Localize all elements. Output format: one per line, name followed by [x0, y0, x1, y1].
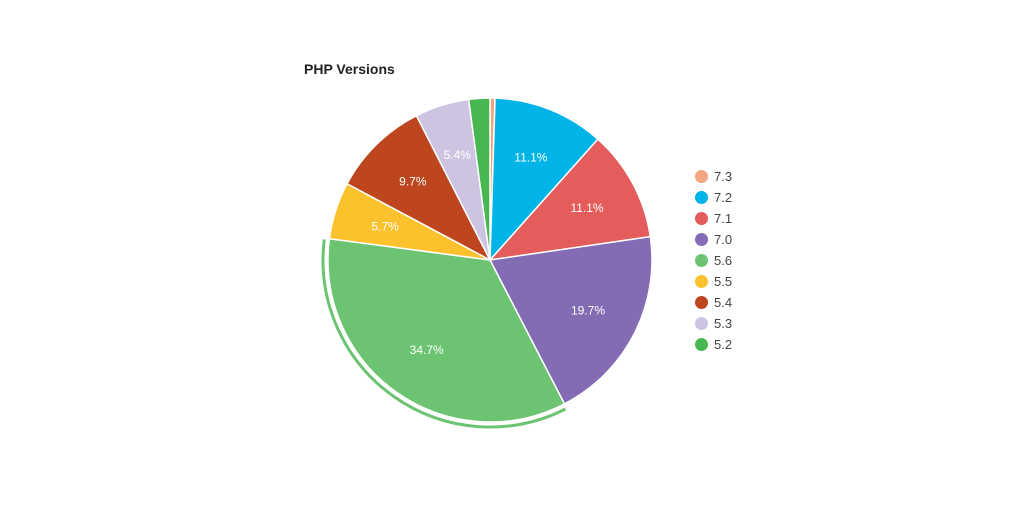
- slice-label: 34.7%: [410, 343, 444, 357]
- legend-dot-icon: [695, 338, 708, 351]
- slice-label: 11.1%: [570, 201, 603, 215]
- pie-slice-5-6[interactable]: [327, 237, 566, 423]
- legend-dot-icon: [695, 296, 708, 309]
- legend-item-5-4[interactable]: 5.4: [695, 292, 732, 313]
- legend-item-7-2[interactable]: 7.2: [695, 187, 732, 208]
- legend-item-5-2[interactable]: 5.2: [695, 334, 732, 355]
- legend-dot-icon: [695, 233, 708, 246]
- legend-dot-icon: [695, 254, 708, 267]
- slice-label: 5.7%: [371, 219, 399, 233]
- legend-item-7-0[interactable]: 7.0: [695, 229, 732, 250]
- hover-halo: [321, 239, 567, 429]
- legend-label: 5.5: [714, 274, 733, 289]
- legend-item-5-5[interactable]: 5.5: [695, 271, 732, 292]
- legend-dot-icon: [695, 191, 708, 204]
- legend-label: 5.3: [714, 316, 733, 331]
- pie-slice-5-2[interactable]: [467, 97, 491, 261]
- legend-label: 7.2: [714, 190, 733, 205]
- legend-item-7-1[interactable]: 7.1: [695, 208, 732, 229]
- legend-label: 5.6: [714, 253, 733, 268]
- slice-label: 19.7%: [571, 303, 605, 317]
- pie-slices[interactable]: [321, 97, 653, 429]
- legend-item-5-3[interactable]: 5.3: [695, 313, 732, 334]
- slice-label: 11.1%: [514, 151, 547, 165]
- legend-label: 7.0: [714, 232, 733, 247]
- legend-label: 7.3: [714, 169, 733, 184]
- slice-label: 9.7%: [399, 174, 427, 188]
- legend-label: 5.2: [714, 337, 733, 352]
- slice-label: 5.4%: [444, 148, 472, 162]
- pie-slice-5-4[interactable]: [346, 114, 492, 262]
- legend-dot-icon: [695, 317, 708, 330]
- legend-label: 5.4: [714, 295, 733, 310]
- legend-dot-icon: [695, 275, 708, 288]
- pie-slice-7-0[interactable]: [488, 235, 653, 405]
- pie-slice-7-2[interactable]: [489, 97, 599, 263]
- pie-slice-7-1[interactable]: [488, 138, 652, 262]
- legend-item-7-3[interactable]: 7.3: [695, 166, 732, 187]
- legend: 7.3 7.2 7.1 7.0 5.6 5.5 5.4 5.3 5.2: [695, 166, 732, 355]
- legend-dot-icon: [695, 170, 708, 183]
- slice-labels: 11.1% 11.1% 19.7% 34.7% 5.7% 9.7% 5.4%: [371, 148, 605, 357]
- chart-title: PHP Versions: [304, 61, 395, 77]
- legend-dot-icon: [695, 212, 708, 225]
- legend-item-5-6[interactable]: 5.6: [695, 250, 732, 271]
- legend-label: 7.1: [714, 211, 733, 226]
